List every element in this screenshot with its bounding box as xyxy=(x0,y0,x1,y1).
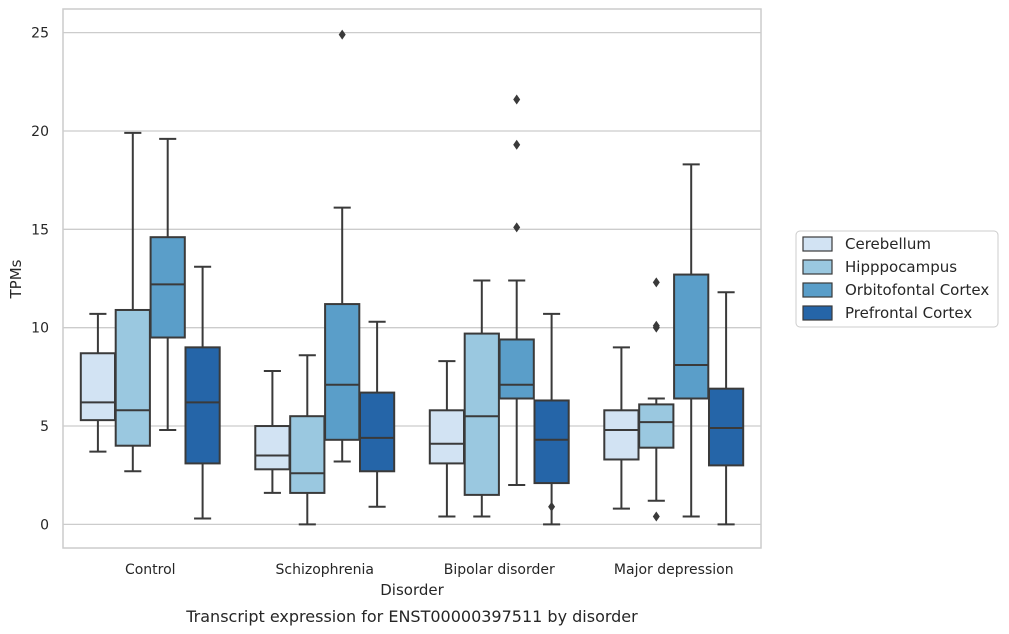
outlier-point xyxy=(513,139,521,150)
y-tick-labels: 0 5 10 15 20 25 xyxy=(31,26,49,534)
y-axis-label: TPMs xyxy=(7,259,25,299)
box xyxy=(149,236,186,339)
outlier-point xyxy=(652,511,660,522)
y-tick-label: 10 xyxy=(31,321,49,337)
box xyxy=(79,352,117,422)
box xyxy=(603,409,640,461)
outlier-point xyxy=(652,320,660,331)
box-group xyxy=(673,163,710,518)
box-group xyxy=(428,360,466,518)
x-axis-label: Disorder xyxy=(380,581,444,599)
y-tick-label: 15 xyxy=(31,222,49,238)
legend-label: Hipppocampus xyxy=(845,258,957,276)
y-tick-label: 20 xyxy=(31,124,49,140)
y-tick-label: 25 xyxy=(31,26,49,42)
legend-frame xyxy=(795,230,999,328)
box xyxy=(533,399,570,485)
outlier-point xyxy=(513,94,521,105)
outlier-point xyxy=(338,29,346,40)
box-group xyxy=(498,94,535,487)
outlier-point xyxy=(548,501,556,512)
chart-caption: Transcript expression for ENST0000039751… xyxy=(185,607,638,626)
box-group xyxy=(638,277,675,522)
outlier-point xyxy=(513,222,521,233)
box-group xyxy=(254,369,291,494)
box-group xyxy=(114,131,151,473)
box-group xyxy=(463,279,500,518)
box xyxy=(324,303,361,441)
y-tick-label: 0 xyxy=(40,517,49,533)
box xyxy=(114,308,151,447)
box-group xyxy=(358,320,396,508)
plot-frame xyxy=(62,8,762,549)
box xyxy=(638,403,675,449)
legend-swatch xyxy=(802,305,833,321)
box-group xyxy=(149,137,186,431)
box xyxy=(254,425,291,471)
x-tick-label: Control xyxy=(125,562,176,578)
x-tick-label: Bipolar disorder xyxy=(444,562,555,578)
box-group xyxy=(289,354,326,526)
legend: Cerebellum Hipppocampus Orbitofontal Corte… xyxy=(795,230,999,328)
outlier-point xyxy=(652,277,660,288)
box xyxy=(463,332,500,496)
box xyxy=(358,391,396,473)
legend-swatch xyxy=(802,282,833,298)
box-group xyxy=(324,29,361,463)
legend-swatch xyxy=(802,259,833,275)
legend-label: Orbitofontal Cortex xyxy=(845,281,989,299)
x-tick-labels: Control Schizophrenia Bipolar disorder Majo… xyxy=(125,562,734,578)
box-group xyxy=(184,265,221,520)
legend-label: Prefrontal Cortex xyxy=(845,304,972,322)
x-tick-label: Schizophrenia xyxy=(276,562,374,578)
x-tick-label: Major depression xyxy=(614,562,734,578)
box xyxy=(428,409,466,465)
legend-swatch xyxy=(802,236,833,252)
box-group xyxy=(603,346,640,510)
box xyxy=(289,415,326,494)
legend-label: Cerebellum xyxy=(845,235,931,253)
box-group xyxy=(533,312,570,526)
box xyxy=(498,338,535,400)
box-group xyxy=(707,291,745,526)
box xyxy=(184,346,221,465)
box-group xyxy=(79,312,117,453)
boxes-layer xyxy=(79,29,745,526)
box xyxy=(673,273,710,400)
y-tick-label: 5 xyxy=(40,419,49,435)
